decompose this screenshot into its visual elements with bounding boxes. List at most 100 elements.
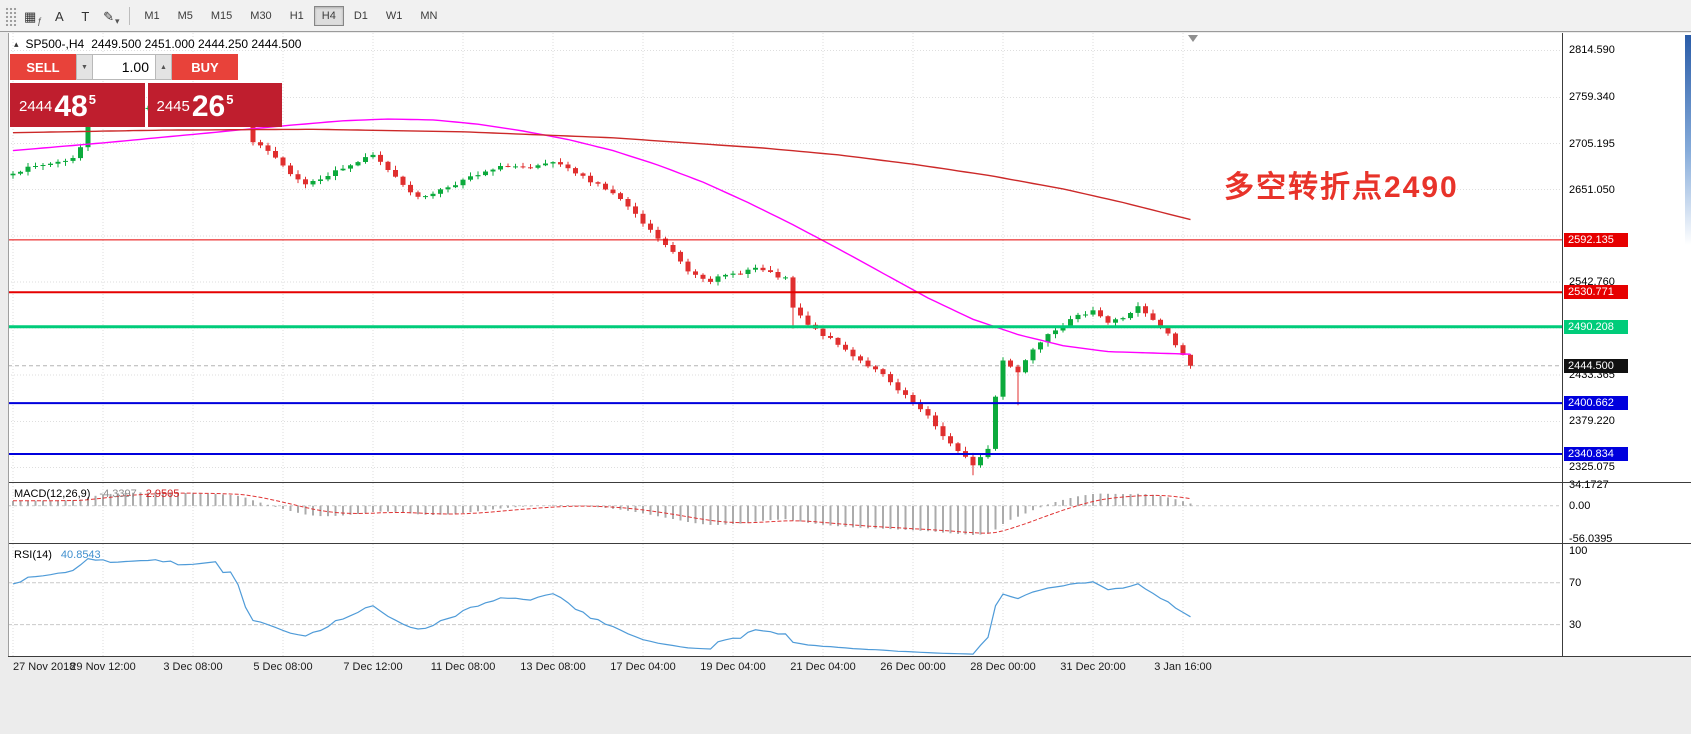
buy-button[interactable]: BUY	[172, 54, 238, 80]
macd-signal-value: 2.9505	[145, 488, 180, 500]
toolbar-separator	[129, 6, 131, 25]
sell-price-fraction: 5	[88, 92, 96, 107]
price-tick-label: 2379.220	[1569, 415, 1615, 427]
rsi-axis-label: 30	[1569, 619, 1582, 631]
timeframe-d1[interactable]: D1	[353, 9, 368, 22]
rsi-panel-chart[interactable]	[8, 544, 1562, 656]
time-axis-label: 27 Nov 2018	[13, 661, 76, 673]
cursor-tool-icon[interactable]: A	[47, 5, 71, 27]
price-gridlines	[8, 33, 1562, 482]
trade-panel-controls: SELL ▼ 1.00 ▲ BUY	[10, 54, 282, 80]
level-price-badge: 2490.208	[1564, 320, 1628, 334]
indicators-list-icon-sub: ƒ	[37, 15, 43, 26]
candles-layer	[10, 88, 1193, 476]
volume-decrease-button[interactable]: ▼	[76, 54, 93, 80]
panel-separator[interactable]	[8, 482, 1691, 483]
rsi-indicator-label: RSI(14) 40.8543	[14, 549, 101, 561]
buy-price-pips: 26	[191, 90, 226, 123]
level-price-badge: 2592.135	[1564, 233, 1628, 247]
time-axis-label: 11 Dec 08:00	[430, 661, 496, 673]
time-axis-label: 3 Dec 08:00	[163, 661, 223, 673]
macd-histogram	[12, 492, 1192, 535]
price-tick-label: 2814.590	[1569, 44, 1615, 56]
cursor-tool-icon-glyph: A	[54, 8, 64, 24]
timeframe-m15[interactable]: M15	[210, 9, 233, 22]
chart-left-border	[8, 33, 9, 656]
draw-tools-icon-glyph: ✎	[103, 8, 114, 24]
price-tick-label: 2325.075	[1569, 461, 1615, 473]
timeframe-m1[interactable]: M1	[144, 9, 160, 22]
time-axis-label: 21 Dec 04:00	[790, 661, 856, 673]
time-axis-label: 26 Dec 00:00	[880, 661, 946, 673]
rsi-axis-label: 70	[1569, 577, 1582, 589]
chart-text-annotation: 多空转折点2490	[1224, 171, 1459, 204]
toolbar-grip[interactable]	[4, 5, 18, 26]
one-click-toggle-icon[interactable]: ▴	[14, 38, 19, 49]
timeframe-m5[interactable]: M5	[177, 9, 193, 22]
ohlc-values: 2449.500 2451.000 2444.250 2444.500	[91, 37, 302, 51]
indicators-list-icon[interactable]: ▦ ƒ	[21, 5, 45, 27]
time-axis-label: 7 Dec 12:00	[343, 661, 403, 673]
timeframe-mn[interactable]: MN	[420, 9, 438, 22]
timeframe-w1[interactable]: W1	[385, 9, 403, 22]
panel-separator[interactable]	[8, 543, 1691, 544]
chart-background[interactable]	[8, 33, 1562, 656]
macd-main-value: -4.3397	[99, 488, 137, 500]
indicators-list-icon-glyph: ▦	[24, 8, 37, 24]
rsi-name: RSI(14)	[14, 549, 52, 561]
time-axis-label: 31 Dec 20:00	[1060, 661, 1126, 673]
toolbar-icons: ▦ ƒ A T ✎ ▾	[21, 5, 123, 27]
one-click-trade-panel: SELL ▼ 1.00 ▲ BUY 2444485 2445265	[10, 54, 282, 127]
macd-axis-label: -56.0395	[1569, 533, 1613, 545]
buy-price-tile[interactable]: 2445265	[147, 83, 282, 127]
level-price-badge: 2400.662	[1564, 396, 1628, 410]
macd-indicator-label: MACD(12,26,9) -4.3397 2.9505	[14, 488, 179, 500]
time-axis-label: 17 Dec 04:00	[610, 661, 676, 673]
level-price-badge: 2340.834	[1564, 447, 1628, 461]
buy-price-big-figure: 2445	[156, 98, 190, 115]
rsi-line	[12, 557, 1191, 655]
macd-axis-label: 0.00	[1569, 500, 1591, 512]
price-tick-label: 2759.340	[1569, 91, 1615, 103]
volume-increase-button[interactable]: ▲	[155, 54, 172, 80]
timeframe-m30[interactable]: M30	[250, 9, 272, 22]
price-tick-label: 2651.050	[1569, 184, 1615, 196]
ma-fast-magenta	[12, 118, 1191, 355]
price-chart[interactable]	[8, 33, 1562, 482]
macd-axis-label: 34.1727	[1569, 479, 1609, 491]
sell-button[interactable]: SELL	[10, 54, 76, 80]
text-label-tool-icon[interactable]: T	[73, 5, 97, 27]
draw-tools-icon[interactable]: ✎ ▾	[99, 5, 123, 27]
time-axis-label: 29 Nov 12:00	[70, 661, 136, 673]
ma-slow-red	[12, 128, 1191, 221]
chart-shift-marker[interactable]	[1188, 35, 1198, 42]
time-axis[interactable]: 27 Nov 2018 29 Nov 12:00 3 Dec 08:00 5 Dec …	[8, 657, 1691, 679]
macd-panel-chart[interactable]	[8, 483, 1562, 543]
current-price-badge: 2444.500	[1564, 359, 1628, 373]
time-axis-label: 13 Dec 08:00	[520, 661, 586, 673]
timeframe-h1[interactable]: H1	[289, 9, 304, 22]
text-label-tool-icon-glyph: T	[81, 8, 90, 24]
sell-price-tile[interactable]: 2444485	[10, 83, 145, 127]
sell-price-big-figure: 2444	[19, 98, 53, 115]
buy-price-fraction: 5	[226, 92, 234, 107]
rsi-value: 40.8543	[60, 549, 101, 561]
level-price-badge: 2530.771	[1564, 285, 1628, 299]
sell-price-pips: 48	[54, 90, 88, 123]
macd-signal-line	[13, 492, 1191, 534]
window-edge-artifact	[1685, 35, 1691, 245]
price-axis[interactable]: 2814.590 2759.340 2705.195 2651.050 2542.760…	[1563, 33, 1691, 656]
chart-symbol-line: ▴ SP500-,H4 2449.500 2451.000 2444.250 2…	[14, 37, 301, 51]
timeframe-h4[interactable]: H4	[313, 5, 344, 26]
volume-input[interactable]: 1.00	[93, 54, 155, 80]
timeframe-group: M1 M5 M15 M30 H1 H4 D1 W1 MN	[136, 5, 445, 26]
toolbar: ▦ ƒ A T ✎ ▾ M1 M5 M15 M30 H1 H4 D1 W1 MN	[0, 0, 1691, 32]
symbol-period-label: SP500-,H4	[25, 37, 85, 51]
macd-name: MACD(12,26,9)	[14, 488, 91, 500]
time-axis-label: 3 Jan 16:00	[1154, 661, 1212, 673]
axis-separator	[1562, 33, 1563, 656]
time-axis-label: 19 Dec 04:00	[700, 661, 766, 673]
time-axis-label: 28 Dec 00:00	[970, 661, 1036, 673]
time-axis-label: 5 Dec 08:00	[253, 661, 313, 673]
